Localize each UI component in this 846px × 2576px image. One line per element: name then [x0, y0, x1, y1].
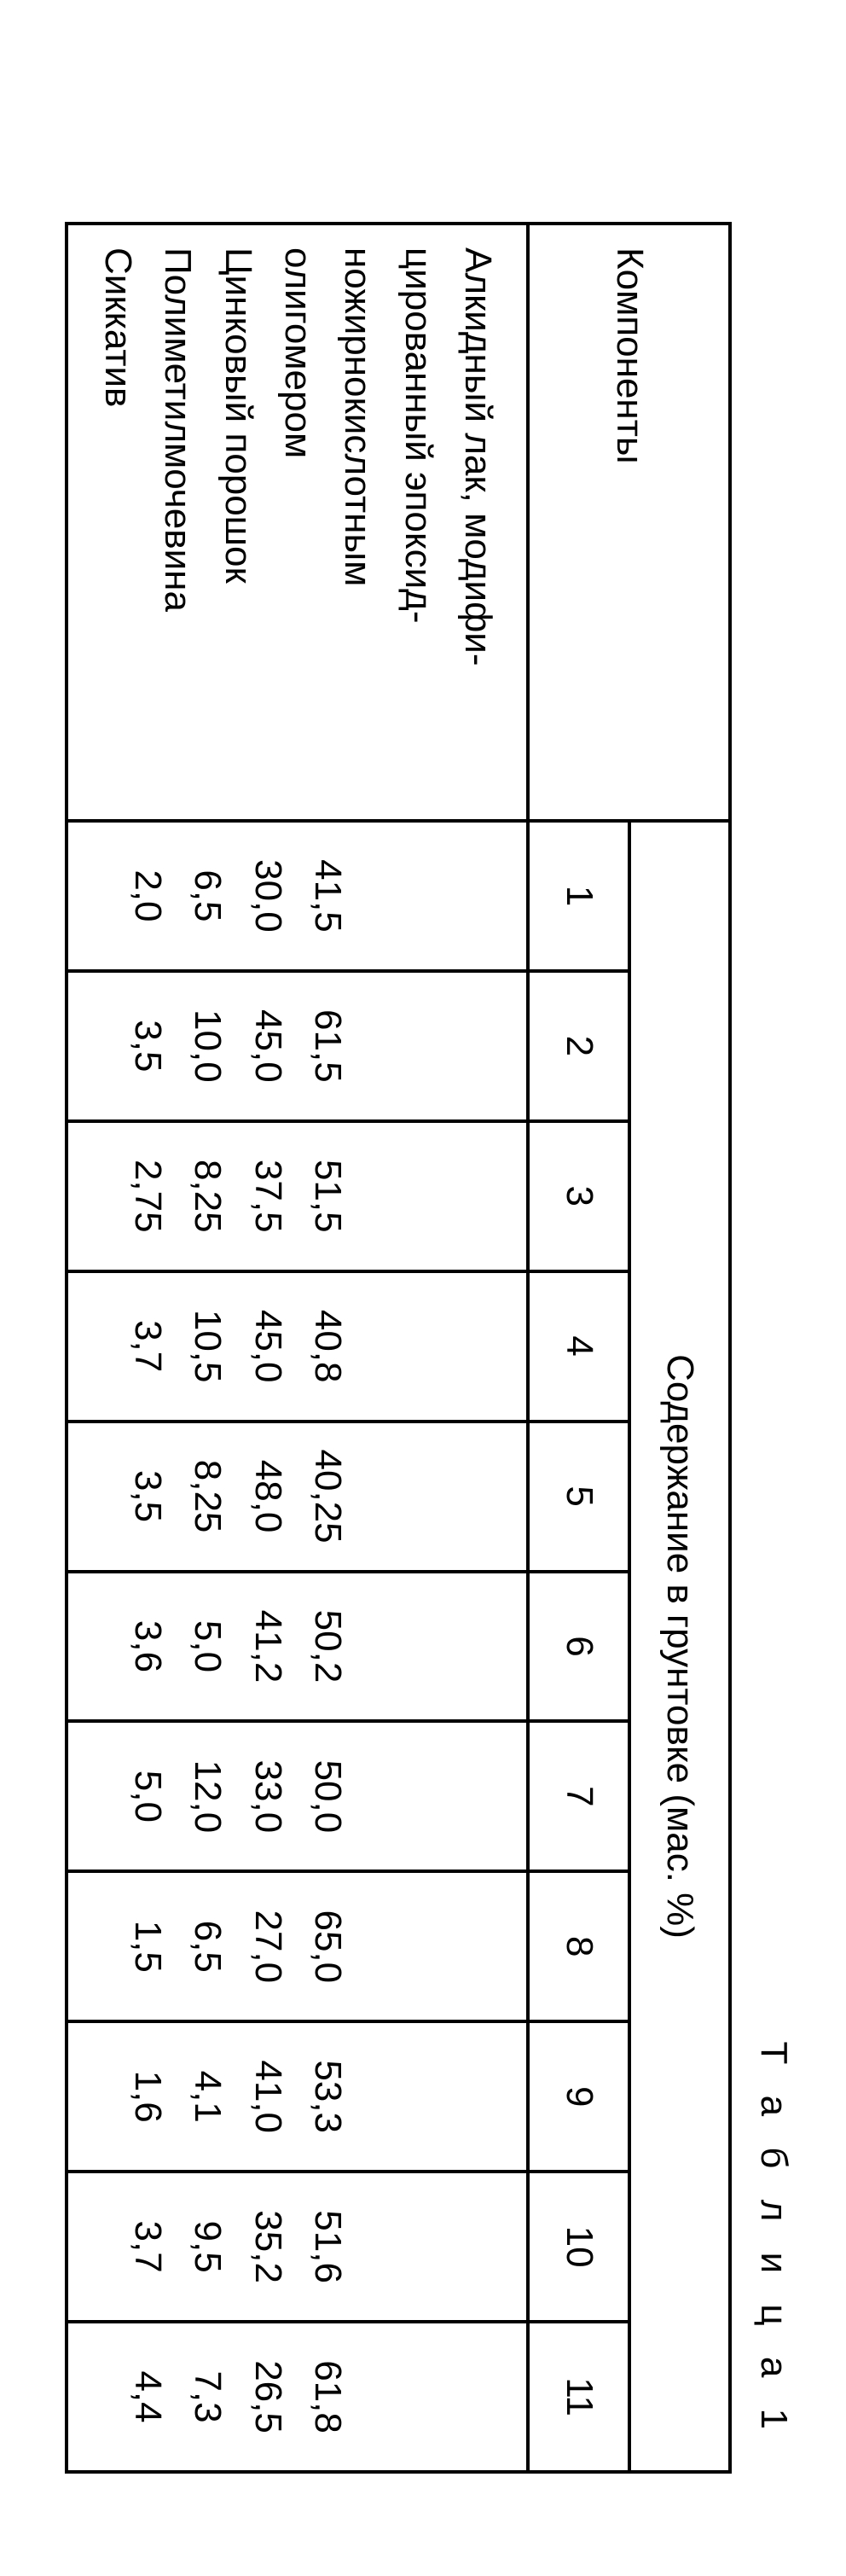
c2r1: 45,0 [237, 983, 297, 1109]
c2r2: 10,0 [177, 983, 237, 1109]
header-row-1: Компоненты Содержание в грунтовке (мас. … [629, 224, 730, 2472]
page: Т а б л и ц а 1 Компоненты Содержание в … [0, 0, 846, 2576]
c11r3: 4,4 [118, 2334, 177, 2460]
c8r0: 65,0 [298, 1883, 357, 2009]
c1r2: 6,5 [177, 833, 237, 959]
row-label-0: Алкидный лак, модифи- цированный эпоксид… [268, 247, 508, 811]
c8r1: 27,0 [237, 1883, 297, 2009]
col-3-vals: 51,5 37,5 8,25 2,75 [67, 1121, 528, 1271]
col-6-vals: 50,2 41,2 5,0 3,6 [67, 1572, 528, 1722]
c7r0: 50,0 [298, 1733, 357, 1859]
header-super: Содержание в грунтовке (мас. %) [629, 821, 730, 2472]
c2r3: 3,5 [118, 983, 177, 1109]
col-7: 7 [528, 1721, 629, 1871]
col-11-vals: 61,8 26,5 7,3 4,4 [67, 2322, 528, 2472]
data-block: Алкидный лак, модифи- цированный эпоксид… [67, 224, 528, 2472]
c3r0: 51,5 [298, 1133, 357, 1259]
col-1: 1 [528, 821, 629, 971]
c7r1: 33,0 [237, 1733, 297, 1859]
col-4: 4 [528, 1271, 629, 1422]
c9r3: 1,6 [118, 2033, 177, 2160]
c6r0: 50,2 [298, 1584, 357, 1710]
col-5-vals: 40,25 48,0 8,25 3,5 [67, 1422, 528, 1572]
c3r3: 2,75 [118, 1133, 177, 1259]
col-9: 9 [528, 2021, 629, 2172]
c4r3: 3,7 [118, 1283, 177, 1410]
col-2: 2 [528, 971, 629, 1121]
c4r1: 45,0 [237, 1283, 297, 1410]
row-label-2: Полиметилмочевина [148, 247, 207, 811]
c10r2: 9,5 [177, 2183, 237, 2310]
c10r3: 3,7 [118, 2183, 177, 2310]
c3r2: 8,25 [177, 1133, 237, 1259]
c7r2: 12,0 [177, 1733, 237, 1859]
c10r0: 51,6 [298, 2183, 357, 2310]
col-8-vals: 65,0 27,0 6,5 1,5 [67, 1871, 528, 2021]
table-caption: Т а б л и ц а 1 [752, 222, 795, 2474]
c9r0: 53,3 [298, 2033, 357, 2160]
header-super-text: Содержание в грунтовке (мас. %) [650, 833, 710, 2460]
col-10: 10 [528, 2172, 629, 2322]
c5r0: 40,25 [298, 1433, 357, 1560]
c1r3: 2,0 [118, 833, 177, 959]
col-2-vals: 61,5 45,0 10,0 3,5 [67, 971, 528, 1121]
c3r1: 37,5 [237, 1133, 297, 1259]
c11r2: 7,3 [177, 2334, 237, 2460]
c6r2: 5,0 [177, 1584, 237, 1710]
c11r1: 26,5 [237, 2334, 297, 2460]
c10r1: 35,2 [237, 2183, 297, 2310]
header-components: Компоненты [528, 224, 730, 821]
c1r1: 30,0 [237, 833, 297, 959]
c6r3: 3,6 [118, 1584, 177, 1710]
c5r2: 8,25 [177, 1433, 237, 1560]
col-9-vals: 53,3 41,0 4,1 1,6 [67, 2021, 528, 2172]
row-label-1: Цинковый порошок [207, 247, 267, 811]
col-6: 6 [528, 1572, 629, 1722]
col-11: 11 [528, 2322, 629, 2472]
c8r2: 6,5 [177, 1883, 237, 2009]
c11r0: 61,8 [298, 2334, 357, 2460]
composition-table: Компоненты Содержание в грунтовке (мас. … [65, 222, 732, 2474]
c5r3: 3,5 [118, 1433, 177, 1560]
row-labels-cell: Алкидный лак, модифи- цированный эпоксид… [67, 224, 528, 821]
col-5: 5 [528, 1422, 629, 1572]
c5r1: 48,0 [237, 1433, 297, 1560]
c9r1: 41,0 [237, 2033, 297, 2160]
c6r1: 41,2 [237, 1584, 297, 1710]
rotated-page-wrapper: Т а б л и ц а 1 Компоненты Содержание в … [0, 0, 846, 2576]
col-1-vals: 41,5 30,0 6,5 2,0 [67, 821, 528, 971]
c8r3: 1,5 [118, 1883, 177, 2009]
c9r2: 4,1 [177, 2033, 237, 2160]
col-7-vals: 50,0 33,0 12,0 5,0 [67, 1721, 528, 1871]
col-10-vals: 51,6 35,2 9,5 3,7 [67, 2172, 528, 2322]
col-8: 8 [528, 1871, 629, 2021]
c4r0: 40,8 [298, 1283, 357, 1410]
col-3: 3 [528, 1121, 629, 1271]
c4r2: 10,5 [177, 1283, 237, 1410]
c1r0: 41,5 [298, 833, 357, 959]
col-4-vals: 40,8 45,0 10,5 3,7 [67, 1271, 528, 1422]
c2r0: 61,5 [298, 983, 357, 1109]
c7r3: 5,0 [118, 1733, 177, 1859]
row-label-3: Сиккатив [87, 247, 147, 811]
